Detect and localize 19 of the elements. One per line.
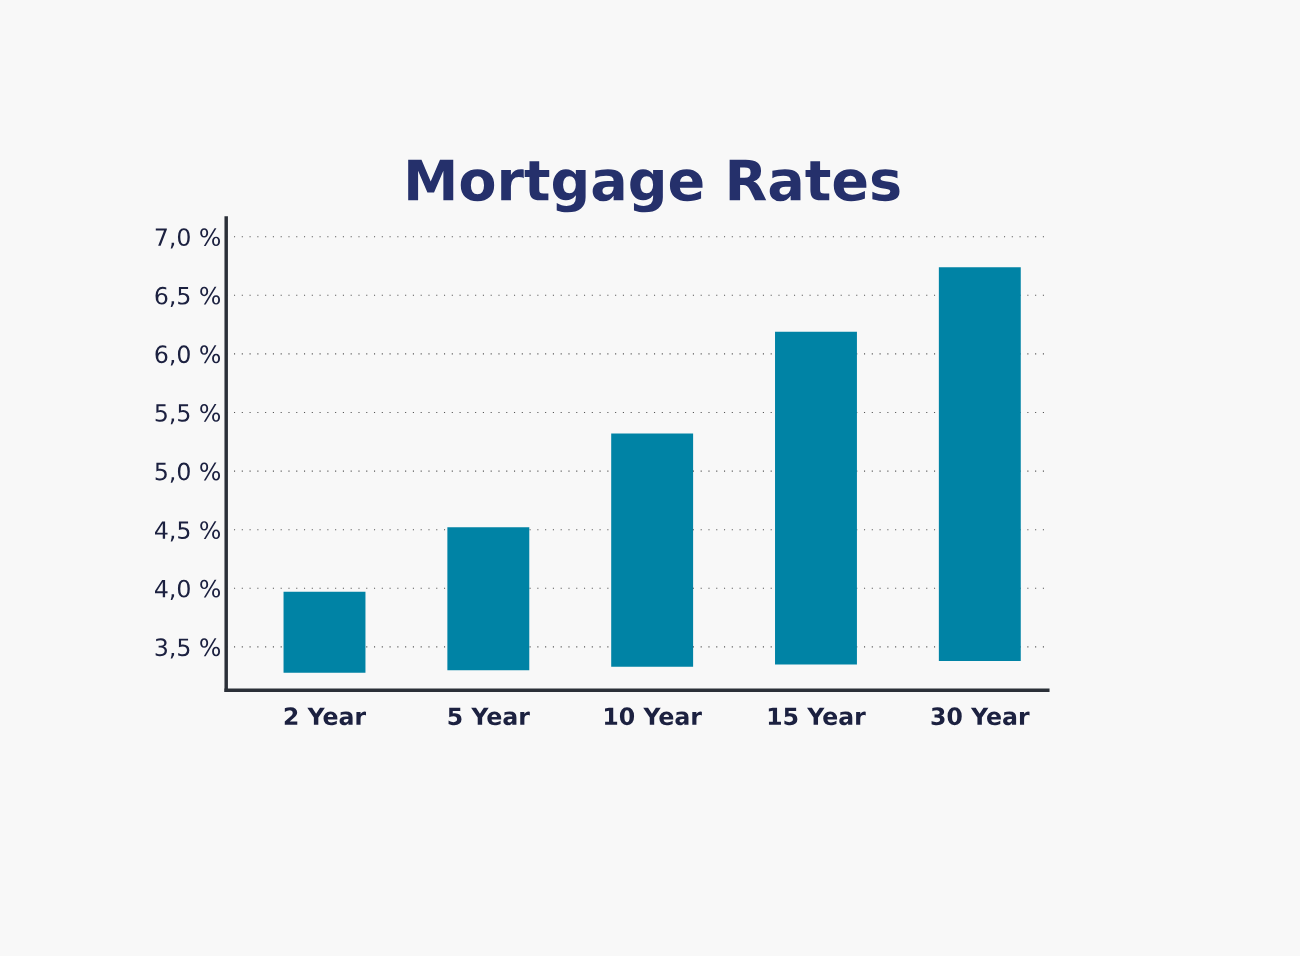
y-tick-label: 6,0 % — [155, 345, 221, 366]
x-tick-label: 5 Year — [448, 707, 530, 726]
x-tick-label: 15 Year — [768, 707, 866, 726]
y-tick-label: 4,5 % — [155, 521, 221, 542]
x-tick-label: 2 Year — [284, 707, 367, 726]
bar — [775, 331, 857, 665]
y-tick-label: 5,5 % — [155, 403, 221, 425]
bar — [938, 267, 1021, 661]
x-tick-label: 10 Year — [605, 707, 702, 726]
y-tick-label: 4,0 % — [155, 579, 221, 600]
chart-title: Mortgage Rates — [408, 159, 900, 213]
y-tick-label: 7,0 % — [155, 228, 221, 249]
y-tick-label: 3,5 % — [155, 638, 221, 659]
bar — [283, 591, 366, 673]
x-tick-label: 30 Year — [931, 707, 1030, 726]
y-tick-label: 5,0 % — [155, 462, 221, 483]
bar — [447, 527, 530, 671]
bar — [611, 433, 694, 667]
y-tick-label: 6,5 % — [155, 286, 221, 308]
